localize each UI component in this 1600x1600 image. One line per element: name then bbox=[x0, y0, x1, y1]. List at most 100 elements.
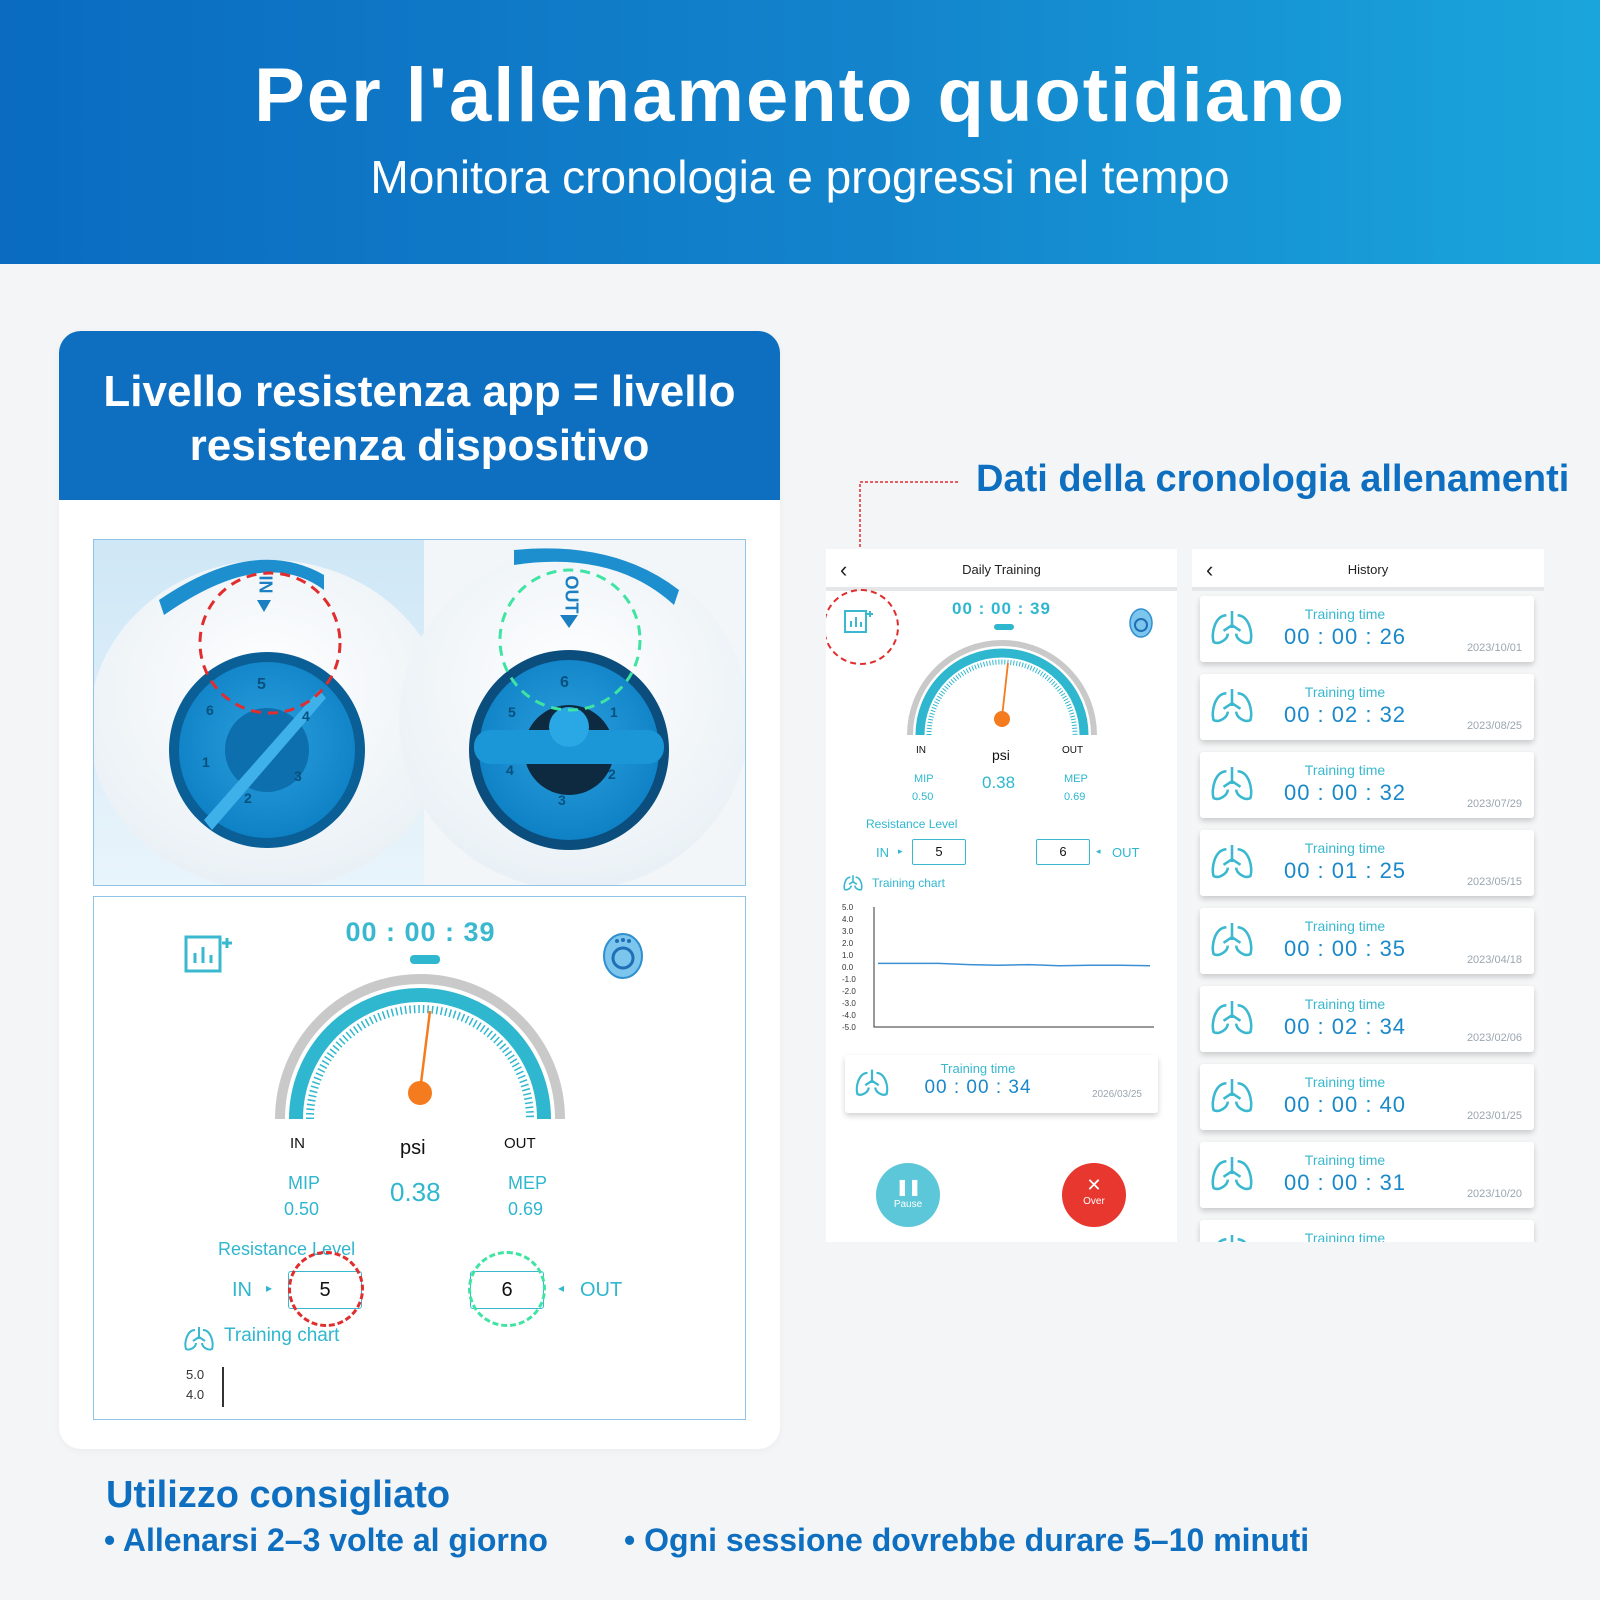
history-item-time: 00 : 00 : 32 bbox=[1283, 780, 1407, 805]
history-item-date: 2023/10/01 bbox=[1466, 642, 1522, 654]
arrow-left-icon: ◂ bbox=[558, 1281, 565, 1295]
history-item[interactable]: Training time 00 : 00 : 40 2023/01/25 bbox=[1200, 1064, 1534, 1130]
daily-training-screen: ‹ Daily Training 00 : 00 : 39 IN OUT psi… bbox=[826, 549, 1177, 1242]
chart-y-tick-label: 2.0 bbox=[842, 939, 854, 948]
resistance-in-label: IN bbox=[232, 1279, 252, 1301]
over-button[interactable]: ✕ Over bbox=[1062, 1163, 1126, 1227]
chart-y-tick-label: 0.0 bbox=[842, 963, 854, 972]
usage-bullet-frequency: • Allenarsi 2–3 volte al giorno bbox=[104, 1522, 548, 1558]
history-item-label: Training time bbox=[1304, 918, 1386, 934]
pause-icon: ❚❚ bbox=[895, 1179, 922, 1196]
current-training-card[interactable]: Training time 00 : 00 : 34 2026/03/25 bbox=[845, 1055, 1158, 1113]
history-title: History bbox=[1347, 562, 1389, 577]
daily-resistance-in: IN bbox=[876, 845, 889, 860]
dial-left-number: 3 bbox=[294, 768, 302, 784]
history-item[interactable]: Training time bbox=[1200, 1220, 1534, 1242]
page-subtitle: Monitora cronologia e progressi nel temp… bbox=[370, 151, 1230, 203]
chart-y-tick-label: -1.0 bbox=[842, 975, 856, 984]
daily-resistance-label: Resistance Level bbox=[866, 817, 958, 831]
gauge-in-label: IN bbox=[290, 1135, 305, 1152]
history-item-date: 2023/10/20 bbox=[1466, 1188, 1522, 1200]
chart-series-line bbox=[878, 962, 1151, 967]
device-icon[interactable] bbox=[1128, 607, 1154, 641]
daily-mip-label: MIP bbox=[914, 773, 934, 785]
daily-out-level-field[interactable]: 6 bbox=[1036, 839, 1090, 865]
history-item-time: 00 : 02 : 34 bbox=[1283, 1014, 1407, 1039]
lungs-icon bbox=[1211, 923, 1253, 957]
daily-mep-label: MEP bbox=[1064, 773, 1088, 785]
mep-label: MEP bbox=[508, 1173, 548, 1193]
pause-label: Pause bbox=[893, 1199, 923, 1210]
daily-out-label: OUT bbox=[1062, 745, 1084, 756]
training-time-label: Training time bbox=[940, 1061, 1016, 1076]
daily-resistance-out: OUT bbox=[1112, 845, 1140, 860]
arrow-left-icon: ◂ bbox=[1096, 846, 1101, 856]
resistance-banner: Livello resistenza app = livello resiste… bbox=[59, 331, 780, 500]
chart-axis bbox=[222, 1367, 224, 1407]
training-time-value: 00 : 00 : 34 bbox=[924, 1077, 1032, 1098]
back-icon[interactable]: ‹ bbox=[1206, 557, 1214, 582]
lungs-icon bbox=[184, 1327, 214, 1351]
daily-in-level-field[interactable]: 5 bbox=[912, 839, 966, 865]
daily-unit: psi bbox=[992, 747, 1010, 763]
lungs-icon bbox=[1211, 1079, 1253, 1113]
back-icon[interactable]: ‹ bbox=[840, 557, 848, 582]
history-item[interactable]: Training time 00 : 01 : 25 2023/05/15 bbox=[1200, 830, 1534, 896]
chart-y-tick-label: -3.0 bbox=[842, 999, 856, 1008]
history-item-date: 2023/01/25 bbox=[1466, 1110, 1522, 1122]
history-item[interactable]: Training time 00 : 00 : 35 2023/04/18 bbox=[1200, 908, 1534, 974]
dial-right-number: 6 bbox=[560, 674, 569, 691]
history-item-label: Training time bbox=[1304, 1074, 1386, 1090]
history-callout-title: Dati della cronologia allenamenti bbox=[976, 458, 1570, 500]
chart-add-icon[interactable] bbox=[184, 933, 232, 973]
close-icon: ✕ bbox=[1086, 1175, 1102, 1195]
history-item-date: 2023/07/29 bbox=[1466, 798, 1522, 810]
pause-button[interactable]: ❚❚ Pause bbox=[876, 1163, 940, 1227]
daily-training-header: ‹ Daily Training bbox=[826, 549, 1177, 591]
chart-y-tick-label: 1.0 bbox=[842, 951, 854, 960]
history-item-label: Training time bbox=[1304, 606, 1386, 622]
mip-label: MIP bbox=[288, 1173, 321, 1193]
over-label: Over bbox=[1083, 1196, 1105, 1207]
lungs-icon bbox=[1211, 1157, 1253, 1191]
training-date: 2026/03/25 bbox=[1091, 1089, 1142, 1100]
dial-left-number: 2 bbox=[244, 790, 252, 806]
daily-in-label: IN bbox=[916, 745, 926, 756]
y-tick: 4.0 bbox=[186, 1387, 205, 1402]
daily-timer: 00 : 00 : 39 bbox=[952, 599, 1051, 618]
device-icon[interactable] bbox=[602, 931, 644, 983]
usage-bullet-duration: • Ogni sessione dovrebbe durare 5–10 min… bbox=[624, 1522, 1310, 1558]
gauge-timer: 00 : 00 : 39 bbox=[345, 917, 496, 947]
history-item[interactable]: Training time 00 : 00 : 32 2023/07/29 bbox=[1200, 752, 1534, 818]
history-item[interactable]: Training time 00 : 00 : 26 2023/10/01 bbox=[1200, 596, 1534, 662]
dial-right-number: 1 bbox=[610, 704, 618, 720]
history-item[interactable]: Training time 00 : 02 : 32 2023/08/25 bbox=[1200, 674, 1534, 740]
training-chart-label: Training chart bbox=[224, 1325, 340, 1346]
dial-left-number: 4 bbox=[302, 708, 310, 724]
history-item[interactable]: Training time 00 : 00 : 31 2023/10/20 bbox=[1200, 1142, 1534, 1208]
chart-y-tick-label: 3.0 bbox=[842, 927, 854, 936]
gauge-panel: 00 : 00 : 39 IN OUT psi MIP 0.50 0.38 ME… bbox=[93, 896, 746, 1420]
dial-right-number: 5 bbox=[508, 704, 516, 720]
pressure-gauge bbox=[275, 955, 565, 1120]
chart-y-tick-label: -2.0 bbox=[842, 987, 856, 996]
resistance-out-label: OUT bbox=[580, 1279, 623, 1301]
chart-axis bbox=[873, 907, 1154, 1028]
history-item-time: 00 : 02 : 32 bbox=[1283, 702, 1407, 727]
dial-right-number: 2 bbox=[608, 766, 616, 782]
usage-title: Utilizzo consigliato bbox=[106, 1474, 451, 1516]
history-item-time: 00 : 00 : 31 bbox=[1283, 1170, 1407, 1195]
daily-mep-value: 0.69 bbox=[1064, 791, 1086, 803]
history-item-time: 00 : 00 : 26 bbox=[1283, 624, 1407, 649]
chart-y-tick-label: -4.0 bbox=[842, 1011, 856, 1020]
lungs-icon bbox=[843, 875, 863, 891]
mep-value: 0.69 bbox=[508, 1199, 544, 1219]
in-level-highlight bbox=[288, 1251, 364, 1327]
chart-y-tick-label: 5.0 bbox=[842, 903, 854, 912]
device-out-label: OUT bbox=[561, 575, 582, 614]
lungs-icon bbox=[1211, 845, 1253, 879]
history-screen: ‹ History Training time 00 : 00 : 26 2023/… bbox=[1192, 549, 1544, 1242]
device-photo: IN OUT 5 4 3 2 1 6 6 1 2 3 4 5 bbox=[93, 539, 746, 886]
history-item[interactable]: Training time 00 : 02 : 34 2023/02/06 bbox=[1200, 986, 1534, 1052]
dial-right-number: 3 bbox=[558, 792, 566, 808]
